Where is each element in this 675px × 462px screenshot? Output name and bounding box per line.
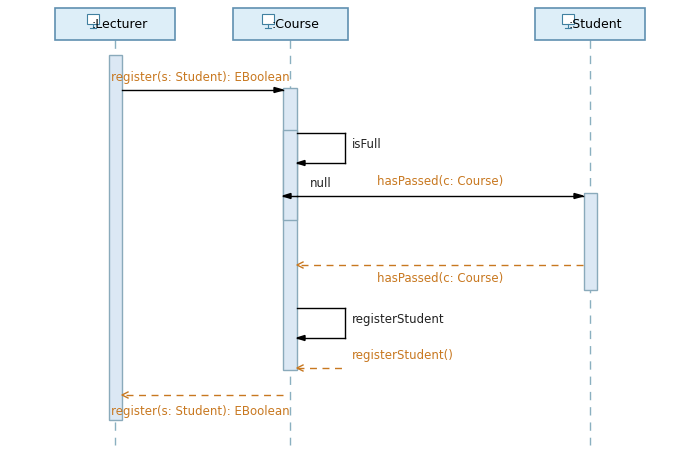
Text: :Lecturer: :Lecturer: [92, 18, 148, 30]
Bar: [583, 193, 597, 290]
Bar: [262, 14, 274, 24]
Polygon shape: [274, 87, 283, 92]
Text: registerStudent(): registerStudent(): [352, 349, 454, 362]
Text: registerStudent: registerStudent: [352, 314, 445, 327]
Bar: [535, 8, 645, 40]
Polygon shape: [297, 160, 305, 165]
Bar: [283, 130, 297, 220]
Bar: [283, 88, 297, 370]
Text: register(s: Student): EBoolean: register(s: Student): EBoolean: [111, 71, 290, 84]
Bar: [109, 55, 121, 420]
Polygon shape: [574, 194, 583, 199]
Text: :Student: :Student: [568, 18, 622, 30]
Text: hasPassed(c: Course): hasPassed(c: Course): [377, 175, 503, 188]
Bar: [232, 8, 348, 40]
Text: hasPassed(c: Course): hasPassed(c: Course): [377, 272, 503, 285]
Text: register(s: Student): EBoolean: register(s: Student): EBoolean: [111, 405, 290, 418]
Polygon shape: [283, 194, 291, 199]
Text: null: null: [310, 177, 331, 190]
Polygon shape: [297, 335, 305, 340]
Bar: [87, 14, 99, 24]
Text: isFull: isFull: [352, 139, 382, 152]
Text: :Course: :Course: [271, 18, 319, 30]
Bar: [55, 8, 175, 40]
Bar: [562, 14, 574, 24]
